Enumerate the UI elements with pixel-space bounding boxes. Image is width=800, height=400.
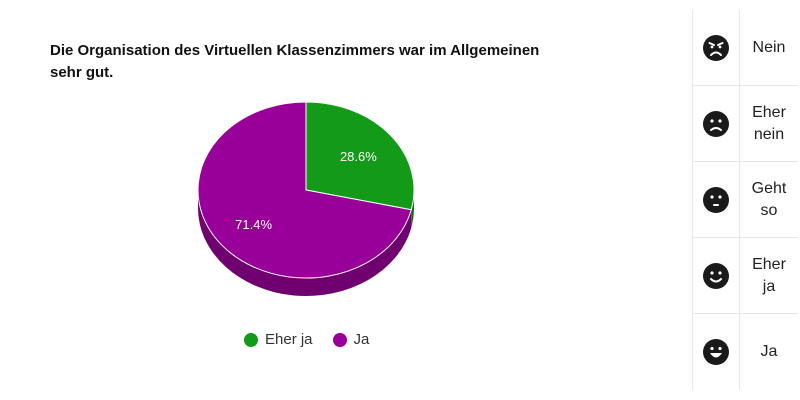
pie-slice-eher-ja[interactable] [305, 101, 415, 211]
legend-label-eher-ja: Eher ja [265, 331, 313, 348]
grin-face-icon [693, 314, 740, 389]
legend-swatch-eher-ja [244, 332, 258, 347]
pie-slice-ja[interactable] [197, 101, 412, 279]
scale-label-ja: Ja [760, 342, 778, 360]
legend-item-ja[interactable]: Ja [332, 331, 370, 348]
scale-row-nein: Nein [693, 10, 798, 86]
sad-face-icon [693, 86, 740, 161]
pie-side-eher-ja [411, 190, 414, 228]
pie-chart: 28.6% 71.4% [197, 101, 415, 296]
legend-label-ja: Ja [353, 331, 370, 348]
scale-row-geht-so: Geht so [693, 162, 798, 238]
chart-title: Die Organisation des Virtuellen Klassenz… [50, 42, 540, 81]
rating-scale: Nein Eher nein Geht so [692, 10, 798, 390]
pie-side-ja [198, 190, 412, 296]
neutral-face-icon [693, 162, 740, 237]
pie-value-label-ja: 71.4% [235, 217, 272, 232]
legend-item-eher-ja[interactable]: Eher ja [244, 331, 313, 348]
smile-face-icon [693, 238, 740, 313]
scale-label-nein: Nein [752, 38, 786, 56]
scale-label-eher-nein: Eher nein [752, 103, 786, 143]
legend-swatch-ja [332, 332, 347, 347]
scale-row-eher-ja: Eher ja [693, 238, 798, 314]
legend: Eher ja Ja [244, 331, 389, 348]
scale-row-eher-nein: Eher nein [693, 86, 798, 162]
angry-face-icon [693, 10, 740, 85]
scale-label-eher-ja: Eher ja [752, 255, 786, 295]
pie-value-label-eher-ja: 28.6% [340, 149, 377, 164]
scale-label-geht-so: Geht so [751, 179, 787, 219]
scale-row-ja: Ja [693, 314, 798, 389]
